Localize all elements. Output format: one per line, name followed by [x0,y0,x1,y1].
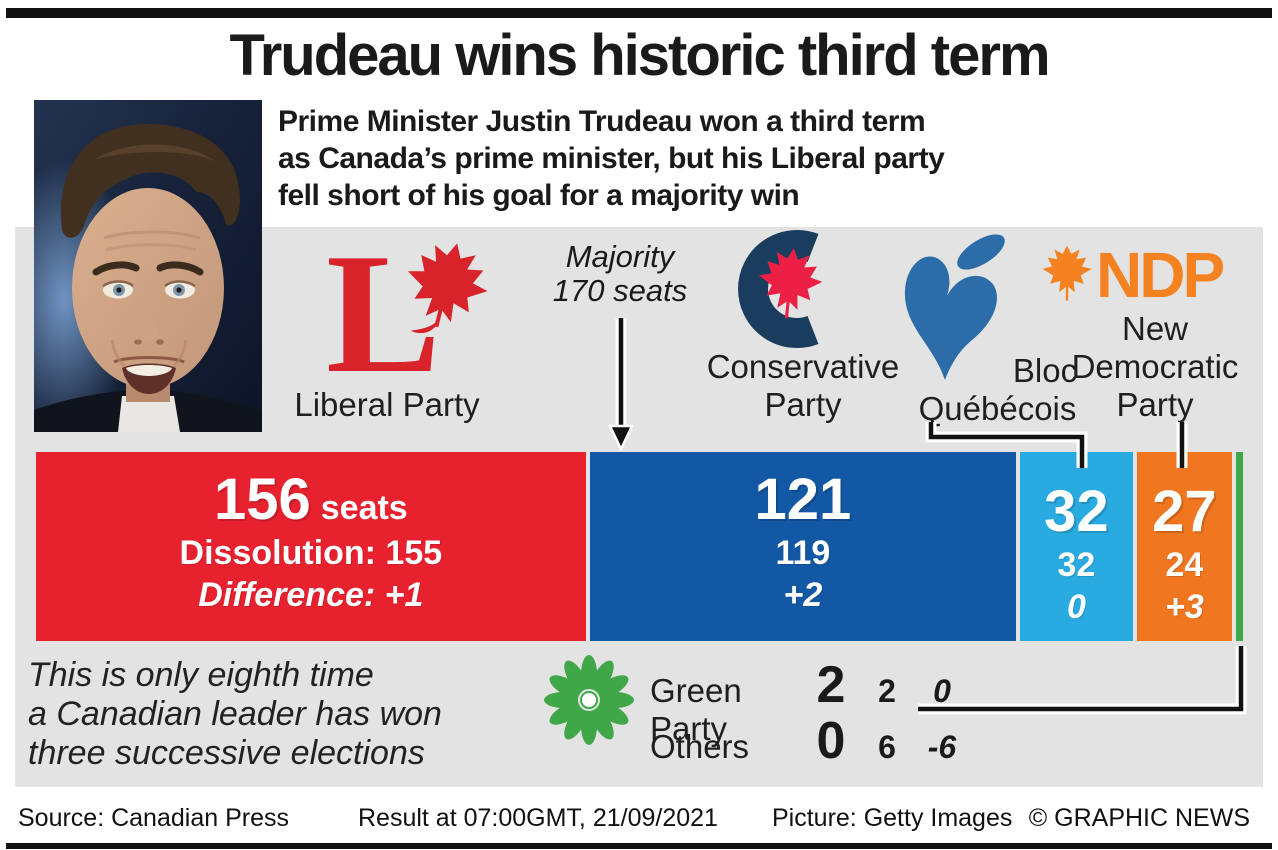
bloc-bar-segment: 32 32 0 [1020,452,1133,641]
side-note-line2: a Canadian leader has won [28,695,442,733]
others-difference-value: -6 [927,729,957,765]
liberal-dissolution-value: Dissolution: 155 [179,534,443,572]
ndp-logo-text: NDP [1096,239,1225,311]
conservative-label-line2: Party [764,386,842,423]
small-parties-table: Green Party 2 2 0 Others 0 6 -6 [650,656,972,772]
ndp-bar-segment: 27 24 +3 [1136,452,1232,641]
others-name: Others [650,728,750,765]
green-party-logo [544,655,634,745]
conservative-label-line1: Conservative [706,348,900,385]
liberal-difference-value: Difference: +1 [198,576,424,614]
intro-line: Prime Minister Justin Trudeau won a thir… [278,105,926,138]
intro-line: fell short of his goal for a majority wi… [278,179,800,212]
ndp-seats-value: 27 [1152,479,1217,544]
footer-copyright: © GRAPHIC NEWS [1028,804,1250,832]
ndp-label-line2: Democratic [1071,348,1239,385]
others-seats-value: 0 [816,712,846,770]
bloc-label-line2: Québécois [918,390,1077,427]
trudeau-photo [34,100,262,432]
liberal-bar-segment: 156 seats Dissolution: 155 Difference: +… [36,452,586,641]
ndp-dissolution-value: 24 [1165,546,1204,584]
ndp-party-label: New Democratic Party [1050,310,1260,424]
majority-annotation: Majority 170 seats [530,240,710,308]
bloc-dissolution-value: 32 [1057,546,1096,584]
intro-paragraph: Prime Minister Justin Trudeau won a thir… [278,103,945,214]
majority-line2: 170 seats [552,273,688,308]
conservative-bar-segment: 121 119 +2 [589,452,1017,641]
seat-bar-chart: 156 seats Dissolution: 155 Difference: +… [36,452,1243,641]
ndp-label-line3: Party [1116,386,1194,423]
conservative-difference-value: +2 [783,576,823,614]
conservative-party-label: Conservative Party [693,348,913,424]
conservative-seats-value: 121 [754,467,852,532]
trudeau-portrait-illustration [34,100,262,432]
intro-line: as Canada’s prime minister, but his Libe… [278,142,945,175]
side-note-line3: three successive elections [28,734,425,772]
conservative-party-logo [738,230,823,348]
top-rule [6,8,1272,18]
green-party-name: Green Party [650,672,742,747]
ndp-maple-leaf-icon [1042,245,1092,301]
bloc-seats-value: 32 [1044,479,1109,544]
footer-result-time: Result at 07:00GMT, 21/09/2021 [358,804,718,832]
liberal-seats-value: 156 [213,467,311,532]
ndp-difference-value: +3 [1164,588,1204,626]
others-dissolution-value: 6 [878,729,896,765]
green-bar-segment [1235,452,1243,641]
footer-source: Source: Canadian Press [18,804,289,832]
bloc-quebecois-logo [904,234,1005,380]
green-seats-value: 2 [816,656,846,714]
green-dissolution-value: 2 [878,673,896,709]
side-note-line1: This is only eighth time [28,656,374,694]
bloc-label-line1: Bloc [1012,352,1078,389]
liberal-maple-leaf-icon [407,243,488,334]
bottom-rule [6,843,1272,849]
ndp-label-line1: New [1121,310,1189,347]
green-difference-value: 0 [933,673,951,709]
footer-picture-credit: Picture: Getty Images [772,804,1013,832]
side-note: This is only eighth time a Canadian lead… [28,656,442,773]
liberal-party-label: Liberal Party [294,386,480,423]
conservative-dissolution-value: 119 [775,534,831,572]
liberal-seats-line: 156 seats [214,468,408,532]
liberal-seats-word: seats [320,489,408,527]
bloc-difference-value: 0 [1066,588,1086,626]
page-title: Trudeau wins historic third term [229,23,1050,88]
majority-line1: Majority [565,239,675,274]
